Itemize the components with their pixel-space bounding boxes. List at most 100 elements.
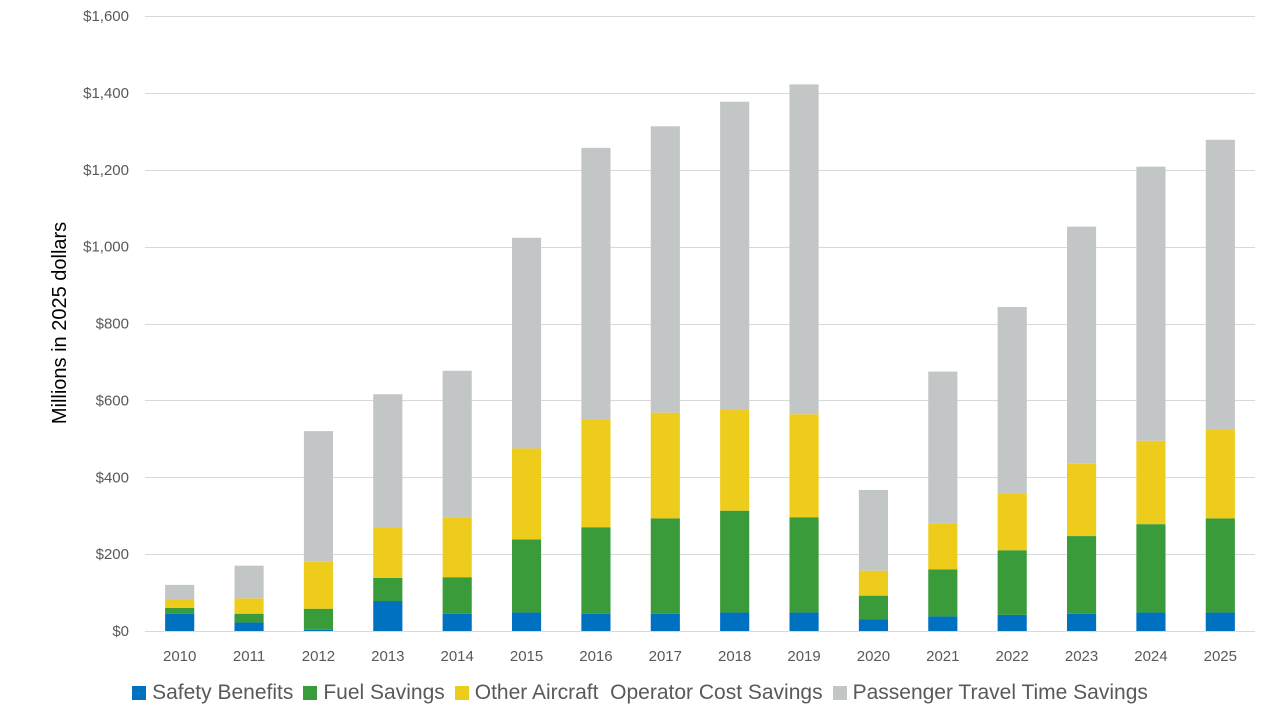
bar-segment (303, 431, 334, 562)
bar-segment (373, 527, 403, 578)
bar-segment (303, 629, 334, 631)
legend: Safety Benefits Fuel Savings Other Aircraf… (0, 676, 1280, 710)
bar-segment (1136, 440, 1166, 525)
bar-segment (581, 147, 611, 420)
legend-item: Other Aircraft Operator Cost Savings (454, 681, 823, 705)
bar-segment (303, 608, 334, 630)
legend-item: Safety Benefits (132, 681, 293, 705)
x-tick-label: 2019 (787, 648, 820, 665)
x-tick-label: 2024 (1134, 648, 1167, 665)
x-tick-label: 2022 (996, 648, 1029, 665)
x-tick-label: 2015 (510, 648, 543, 665)
bar-segment (650, 126, 680, 413)
x-axis-ticks: 2010 2011 2012 2013 2014 2015 2016 2017 2018 2019… (163, 648, 1237, 665)
bar-segment (1066, 613, 1097, 631)
x-tick-label: 2012 (302, 648, 335, 665)
legend-item: Passenger Travel Time Savings (832, 681, 1148, 705)
bar-segment (1066, 463, 1097, 537)
bar-segment (789, 414, 819, 518)
y-tick-label: $400 (96, 469, 129, 486)
x-tick-label: 2014 (441, 648, 474, 665)
bar-segment (442, 370, 472, 518)
bar-segment (650, 412, 680, 519)
bar-segment (234, 613, 264, 623)
bar-segment (1205, 518, 1235, 613)
y-tick-label: $1,400 (83, 85, 129, 102)
bar-segment (165, 599, 195, 608)
x-tick-label: 2018 (718, 648, 751, 665)
y-axis-ticks: $0 $200 $400 $600 $800 $1,000 $1,200 $1,400 $1,6… (83, 8, 129, 640)
bar-segment (928, 371, 958, 524)
legend-swatch (132, 686, 147, 700)
y-tick-label: $0 (112, 623, 129, 640)
x-tick-label: 2025 (1204, 648, 1237, 665)
bar-segment (234, 622, 264, 631)
y-tick-label: $1,200 (83, 162, 129, 179)
bar-segment (165, 584, 195, 600)
bar-segment (720, 612, 750, 631)
bar-segment (997, 550, 1027, 615)
bar-segment (858, 489, 889, 571)
bar-segment (511, 237, 542, 449)
bar-segment (928, 616, 958, 631)
stacked-bar-chart: $0 $200 $400 $600 $800 $1,000 $1,200 $1,400 $1,6… (49, 8, 1255, 665)
bar-segment (997, 614, 1027, 631)
bar-segment (511, 539, 542, 613)
bars (165, 84, 1235, 631)
x-tick-label: 2020 (857, 648, 890, 665)
x-tick-label: 2016 (579, 648, 612, 665)
bar-segment (511, 448, 542, 540)
bar-segment (165, 613, 195, 631)
bar-segment (789, 84, 819, 415)
bar-segment (1136, 166, 1166, 441)
bar-segment (1205, 139, 1235, 430)
legend-swatch (303, 686, 318, 700)
legend-label: Safety Benefits (152, 681, 294, 704)
x-tick-label: 2010 (163, 648, 196, 665)
bar-segment (511, 612, 542, 631)
legend-label: Passenger Travel Time Savings (852, 681, 1148, 704)
bar-segment (373, 577, 403, 602)
x-tick-label: 2023 (1065, 648, 1098, 665)
bar-segment (581, 613, 611, 631)
x-tick-label: 2021 (926, 648, 959, 665)
legend-label: Fuel Savings (323, 681, 445, 704)
y-tick-label: $1,600 (83, 8, 129, 25)
bar-segment (234, 565, 264, 599)
x-tick-label: 2013 (371, 648, 404, 665)
bar-segment (858, 570, 889, 596)
bar-segment (789, 517, 819, 613)
bar-segment (720, 510, 750, 613)
bar-segment (858, 595, 889, 620)
y-axis-title: Millions in 2025 dollars (49, 222, 71, 424)
y-tick-label: $800 (96, 316, 129, 333)
bar-segment (373, 394, 403, 528)
legend-swatch (832, 686, 847, 700)
bar-segment (1136, 524, 1166, 613)
bar-segment (997, 493, 1027, 551)
bar-segment (650, 613, 680, 631)
bar-segment (373, 601, 403, 631)
x-tick-label: 2017 (649, 648, 682, 665)
bar-segment (720, 409, 750, 511)
legend-label: Other Aircraft Operator Cost Savings (474, 681, 823, 704)
bar-segment (650, 518, 680, 614)
bar-segment (1066, 226, 1097, 464)
bar-segment (442, 577, 472, 614)
legend-swatch (454, 686, 469, 700)
bar-segment (1136, 612, 1166, 631)
bar-segment (581, 527, 611, 614)
x-tick-label: 2011 (233, 648, 265, 665)
y-tick-label: $200 (96, 546, 129, 563)
bar-segment (789, 612, 819, 631)
bar-segment (1205, 612, 1235, 631)
y-tick-label: $1,000 (83, 239, 129, 256)
bar-segment (165, 607, 195, 614)
bar-segment (928, 569, 958, 617)
bar-segment (1066, 536, 1097, 614)
bar-segment (581, 419, 611, 528)
y-tick-label: $600 (96, 392, 129, 409)
bar-segment (442, 517, 472, 578)
bar-segment (997, 306, 1027, 494)
bar-segment (928, 523, 958, 570)
